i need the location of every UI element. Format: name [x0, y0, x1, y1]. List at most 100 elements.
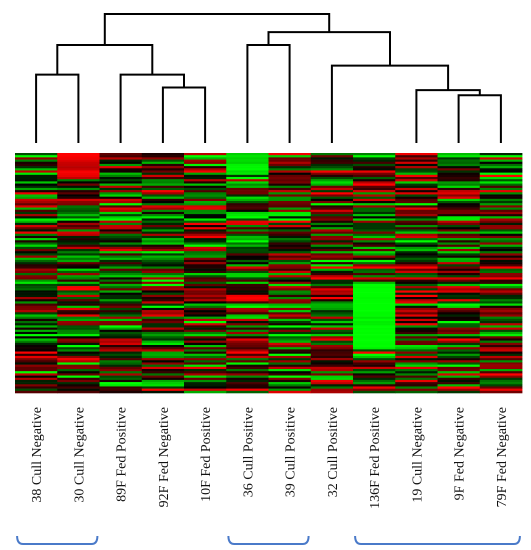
heatmap-cell: [15, 153, 58, 156]
heatmap-cell: [395, 233, 438, 237]
heatmap-cell: [184, 203, 227, 206]
heatmap-cell: [57, 314, 100, 317]
heatmap-cell: [310, 194, 354, 197]
heatmap-cell: [437, 222, 481, 226]
heatmap-cell: [15, 183, 58, 187]
heatmap-cell: [57, 338, 100, 341]
heatmap-cell: [310, 242, 354, 245]
heatmap-cell: [395, 166, 438, 169]
dendrogram-branch: [330, 64, 450, 143]
heatmap-cell: [15, 179, 58, 182]
heatmap-cell: [353, 279, 396, 283]
sample-label: 9F Fed Negative: [453, 407, 468, 500]
heatmap-cell: [395, 373, 438, 376]
heatmap-cell: [479, 318, 523, 322]
heatmap-cell: [479, 266, 523, 269]
heatmap-cell: [395, 225, 438, 228]
heatmap-cell: [353, 379, 396, 383]
heatmap-cell: [437, 390, 481, 394]
heatmap-cell: [57, 227, 100, 230]
heatmap-cell: [353, 201, 396, 204]
heatmap-cell: [15, 207, 58, 211]
heatmap-cell: [353, 222, 396, 226]
heatmap-cell: [437, 358, 481, 361]
heatmap-cell: [141, 290, 185, 293]
heatmap-cell: [15, 366, 58, 370]
heatmap-cell: [310, 299, 354, 302]
heatmap-cell: [437, 366, 481, 370]
heatmap-cell: [310, 262, 354, 265]
heatmap-cell: [479, 303, 523, 307]
heatmap-cell: [268, 262, 312, 265]
heatmap-cell: [353, 177, 396, 180]
heatmap-cell: [479, 196, 523, 200]
heatmap-cell: [353, 235, 396, 239]
heatmap-cell: [57, 238, 100, 241]
heatmap-cell: [99, 207, 143, 211]
heatmap-cell: [57, 220, 100, 224]
heatmap-cell: [99, 310, 143, 313]
heatmap-cell: [310, 187, 354, 191]
heatmap-cell: [57, 390, 100, 394]
heatmap-cell: [141, 384, 185, 387]
heatmap-cell: [226, 283, 269, 287]
heatmap-cell: [395, 283, 438, 287]
heatmap-cell: [437, 369, 481, 372]
heatmap-cell: [226, 192, 269, 195]
heatmap-cell: [395, 379, 438, 383]
heatmap-cell: [353, 255, 396, 259]
heatmap-cell: [226, 373, 269, 376]
heatmap-cell: [184, 297, 227, 300]
heatmap-cell: [57, 198, 100, 202]
heatmap-cell: [141, 157, 185, 160]
heatmap-cell: [226, 255, 269, 259]
heatmap-cell: [268, 386, 312, 389]
heatmap-cell: [479, 166, 523, 169]
heatmap-cell: [99, 196, 143, 200]
heatmap-cell: [226, 360, 269, 363]
heatmap-cell: [353, 375, 396, 379]
heatmap-cell: [395, 257, 438, 261]
heatmap-cell: [57, 192, 100, 195]
heatmap-cell: [437, 312, 481, 315]
heatmap-cell: [479, 362, 523, 365]
heatmap-cell: [184, 205, 227, 208]
heatmap-cell: [15, 187, 58, 191]
heatmap-cell: [437, 270, 481, 274]
heatmap-cell: [99, 355, 143, 359]
heatmap-cell: [141, 288, 185, 291]
heatmap-cell: [226, 273, 269, 276]
heatmap-cell: [353, 362, 396, 365]
heatmap-cell: [141, 277, 185, 280]
heatmap-cell: [15, 181, 58, 184]
heatmap-cell: [395, 255, 438, 259]
heatmap-cell: [184, 249, 227, 252]
heatmap-cell: [437, 327, 481, 331]
heatmap-cell: [310, 379, 354, 383]
heatmap-cell: [353, 264, 396, 267]
heatmap-cell: [226, 281, 269, 285]
heatmap-cell: [310, 205, 354, 208]
heatmap-cell: [141, 233, 185, 237]
heatmap-cell: [226, 353, 269, 357]
heatmap-cell: [479, 301, 523, 304]
heatmap-cell: [15, 262, 58, 265]
heatmap-cell: [57, 371, 100, 374]
heatmap-cell: [353, 334, 396, 337]
heatmap-cell: [395, 329, 438, 333]
heatmap-cell: [99, 384, 143, 387]
heatmap-cell: [57, 211, 100, 215]
heatmap-cell: [437, 181, 481, 184]
heatmap-cell: [353, 257, 396, 261]
heatmap-cell: [310, 314, 354, 317]
heatmap-cell: [353, 312, 396, 315]
heatmap-cell: [310, 305, 354, 309]
heatmap-cell: [141, 244, 185, 248]
heatmap-cell: [310, 371, 354, 374]
heatmap-cell: [395, 281, 438, 285]
heatmap-cell: [226, 235, 269, 239]
heatmap-cell: [99, 170, 143, 173]
heatmap-cell: [57, 301, 100, 304]
heatmap-cell: [395, 318, 438, 322]
heatmap-cell: [141, 307, 185, 311]
